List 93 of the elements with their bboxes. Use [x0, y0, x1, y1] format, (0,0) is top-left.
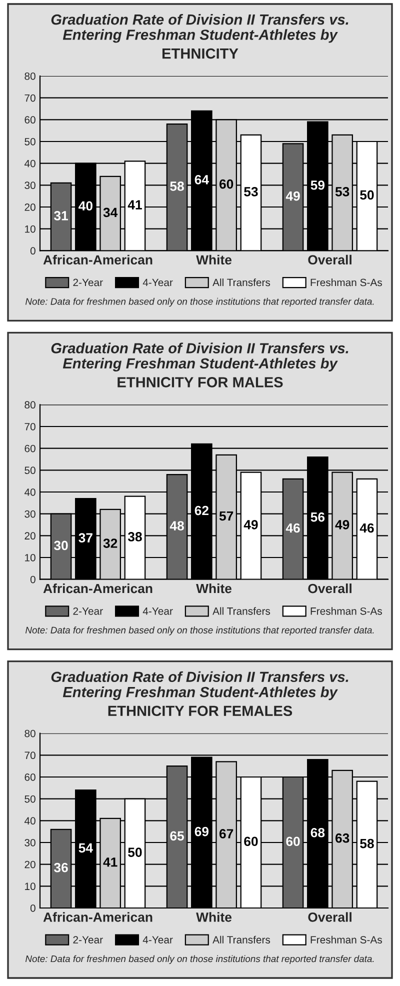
- y-tick-label: 50: [24, 795, 36, 803]
- y-tick-label: 10: [25, 225, 36, 233]
- data-label: 58: [360, 838, 374, 848]
- y-tick-label: 60: [24, 444, 36, 452]
- y-tick-label: 60: [24, 774, 36, 781]
- x-tick-label: White: [196, 584, 232, 594]
- chart-subtitle: ETHNICITY FOR MALES: [118, 377, 283, 388]
- legend-label: All Transfers: [212, 607, 270, 615]
- text: Note: Data for freshmen based only on those institutions that reported transfer data.: [25, 626, 374, 636]
- data-label: 60: [244, 836, 258, 846]
- legend-label: 2-Year: [73, 607, 103, 615]
- x-tick-label: White: [196, 254, 232, 265]
- data-label: 50: [360, 190, 374, 200]
- data-label: 48: [170, 521, 184, 530]
- y-tick-label: 0: [30, 247, 36, 255]
- y-tick-label: 50: [24, 138, 36, 146]
- data-label: 31: [54, 211, 68, 220]
- chart-title: Graduation Rate of Division II Transfers vs. Entering Freshman Student-Athletes by: [51, 342, 348, 372]
- y-tick-label: 70: [24, 423, 36, 430]
- data-label: 40: [78, 201, 92, 211]
- legend-label: 2-Year: [73, 936, 103, 944]
- data-label: 49: [286, 191, 300, 201]
- legend-label: Freshman S-As: [310, 278, 382, 286]
- y-tick-label: 60: [24, 116, 36, 124]
- text: Note: Data for freshmen based only on those institutions that reported transfer data.: [25, 955, 374, 964]
- data-label: 56: [310, 512, 325, 522]
- data-label: 65: [170, 831, 184, 841]
- y-tick-label: 20: [24, 532, 36, 540]
- text: Note: Data for freshmen based only on those institutions that reported transfer data.: [25, 298, 374, 307]
- data-label: 32: [103, 538, 118, 548]
- data-label: 34: [103, 208, 118, 218]
- x-tick-label: White: [196, 912, 232, 922]
- data-label: 59: [310, 180, 325, 190]
- y-tick-label: 0: [30, 904, 36, 912]
- data-label: 37: [78, 533, 92, 542]
- y-tick-label: 10: [25, 554, 36, 562]
- x-tick-label: African-American: [43, 912, 152, 922]
- data-label: 67: [219, 829, 234, 838]
- data-label: 53: [244, 187, 258, 196]
- y-tick-label: 10: [25, 882, 36, 890]
- x-tick-label: Overall: [308, 912, 352, 922]
- legend-label: Freshman S-As: [310, 936, 382, 944]
- chart-subtitle: ETHNICITY FOR FEMALES: [108, 706, 292, 716]
- data-label: 62: [194, 506, 208, 516]
- legend-label: 2-Year: [73, 278, 103, 286]
- legend-label: All Transfers: [212, 936, 270, 944]
- y-tick-label: 20: [24, 204, 36, 211]
- data-label: 41: [103, 858, 118, 867]
- x-tick-label: Overall: [308, 254, 352, 265]
- data-label: 54: [78, 843, 93, 853]
- y-tick-label: 70: [24, 94, 36, 102]
- data-label: 41: [128, 200, 142, 210]
- data-label: 46: [360, 523, 374, 533]
- data-label: 64: [194, 175, 209, 184]
- data-label: 53: [335, 187, 350, 196]
- data-label: 60: [286, 836, 300, 846]
- chart-title: Graduation Rate of Division II Transfers vs. Entering Freshman Student-Athletes by: [51, 14, 348, 43]
- data-label: 46: [286, 523, 300, 533]
- y-tick-label: 30: [24, 182, 36, 190]
- data-label: 36: [54, 862, 68, 872]
- x-tick-label: Overall: [308, 584, 352, 594]
- data-label: 50: [128, 848, 142, 857]
- y-tick-label: 80: [24, 72, 36, 80]
- y-tick-label: 80: [24, 730, 36, 738]
- data-label: 69: [194, 826, 209, 836]
- chart-subtitle: ETHNICITY: [162, 48, 238, 59]
- y-tick-label: 50: [24, 466, 36, 474]
- y-tick-label: 0: [30, 576, 36, 584]
- data-label: 49: [244, 520, 258, 530]
- x-tick-label: African-American: [43, 254, 152, 265]
- data-label: 57: [219, 511, 234, 521]
- chart-title: Graduation Rate of Division II Transfers vs. Entering Freshman Student-Athletes by: [51, 671, 348, 700]
- data-label: 38: [128, 532, 142, 542]
- data-label: 68: [310, 828, 325, 838]
- data-label: 30: [54, 540, 68, 550]
- legend-label: 4-Year: [142, 936, 173, 944]
- y-tick-label: 20: [24, 860, 36, 868]
- y-tick-label: 30: [24, 510, 36, 518]
- data-label: 63: [335, 833, 350, 843]
- y-tick-label: 30: [24, 839, 36, 846]
- legend-label: Freshman S-As: [310, 607, 382, 615]
- y-tick-label: 40: [24, 817, 36, 825]
- x-tick-label: African-American: [43, 584, 152, 594]
- data-label: 60: [219, 179, 234, 189]
- y-tick-label: 40: [24, 488, 36, 496]
- legend-label: 4-Year: [142, 278, 173, 286]
- data-label: 58: [170, 182, 184, 191]
- legend-label: 4-Year: [142, 608, 173, 615]
- y-tick-label: 70: [24, 752, 36, 760]
- y-tick-label: 40: [24, 160, 36, 168]
- y-tick-label: 80: [24, 401, 36, 409]
- legend-label: All Transfers: [212, 278, 270, 286]
- data-label: 49: [335, 520, 350, 530]
